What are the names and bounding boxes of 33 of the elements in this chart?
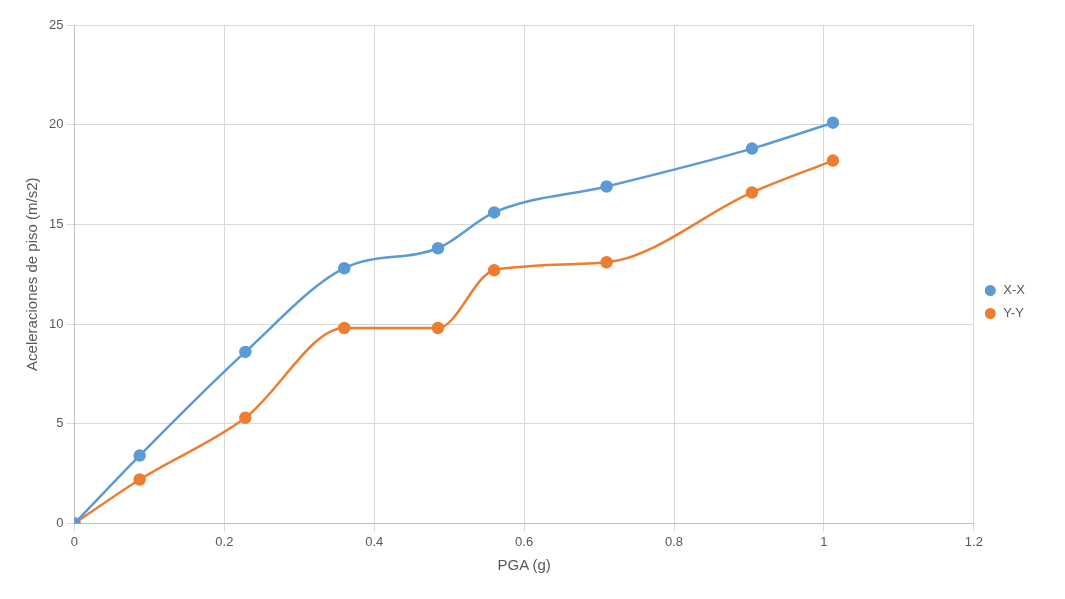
point <box>826 154 840 167</box>
point <box>826 116 840 129</box>
x-tick-label: 0.4 <box>365 533 384 549</box>
point <box>600 180 613 193</box>
point <box>431 321 445 335</box>
point <box>338 321 351 335</box>
point <box>487 206 501 219</box>
y-tick-label: 10 <box>48 315 64 331</box>
point <box>239 411 252 424</box>
point <box>745 186 759 199</box>
x-tick-label: 1 <box>820 533 828 549</box>
point <box>239 345 252 359</box>
point <box>133 449 146 462</box>
point <box>338 261 351 275</box>
point <box>745 142 759 155</box>
point <box>133 473 146 486</box>
legend-label: X-X <box>1003 282 1026 298</box>
legend-label: Y-Y <box>1003 305 1025 321</box>
point <box>487 263 501 277</box>
y-tick-label: 15 <box>48 215 64 231</box>
x-axis-title: PGA (g) <box>497 556 551 574</box>
y-tick-label: 0 <box>56 514 64 530</box>
y-axis-title: Aceleraciones de piso (m/s2) <box>23 177 41 371</box>
x-tick-label: 0.2 <box>215 533 234 549</box>
x-tick-label: 0.6 <box>515 533 534 549</box>
x-tick-label: 0.8 <box>665 533 684 549</box>
x-tick-label: 1.2 <box>964 533 983 549</box>
y-tick-label: 5 <box>56 415 64 431</box>
point <box>431 242 445 255</box>
y-tick-label: 20 <box>48 116 64 132</box>
x-tick-label: 0 <box>70 533 79 549</box>
point <box>600 255 613 269</box>
y-tick-label: 25 <box>48 16 64 32</box>
